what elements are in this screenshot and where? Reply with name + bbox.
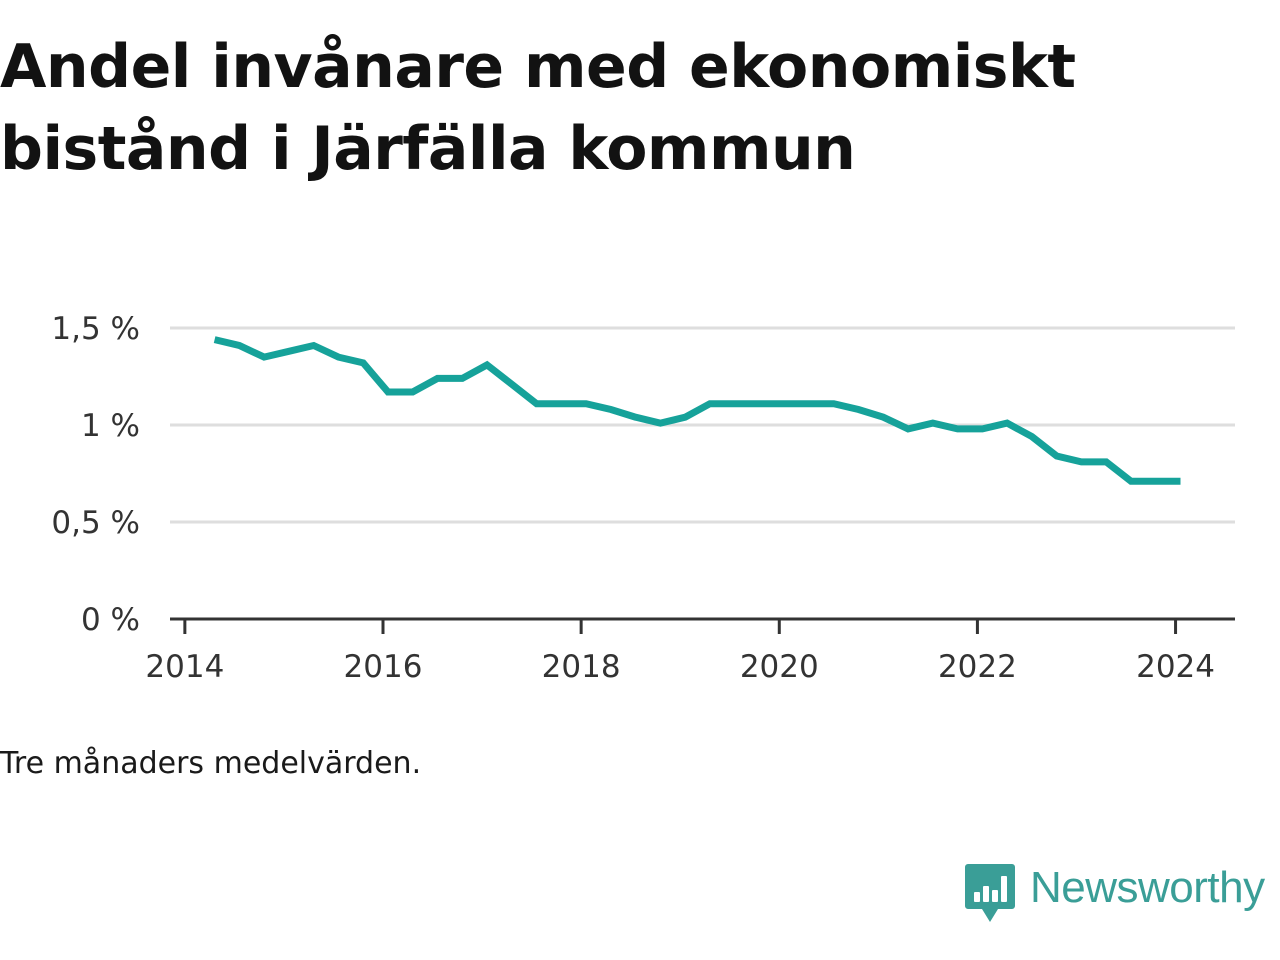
- x-tick-label: 2014: [145, 649, 224, 685]
- series-line: [213, 336, 1181, 485]
- y-tick-label: 0,5 %: [51, 505, 140, 541]
- y-tick-label: 0 %: [81, 602, 140, 638]
- y-tick-label: 1,5 %: [51, 311, 140, 347]
- x-axis: [170, 617, 1235, 634]
- x-tick-label: 2024: [1136, 649, 1215, 685]
- brand[interactable]: Newsworthy: [964, 862, 1265, 926]
- y-tick-label: 1 %: [81, 408, 140, 444]
- y-axis-labels: 0 % 0,5 % 1 % 1,5 %: [51, 311, 140, 638]
- series-layer: [213, 336, 1181, 485]
- x-axis-labels: 2014 2016 2018 2020 2022 2024: [145, 649, 1215, 685]
- x-tick-label: 2020: [740, 649, 819, 685]
- chart-note: Tre månaders medelvärden.: [0, 746, 422, 781]
- grid-lines: [170, 326, 1235, 524]
- x-tick-label: 2018: [542, 649, 621, 685]
- line-chart: 0 % 0,5 % 1 % 1,5 % 2014 2016 2018 2020 2022 202…: [51, 311, 1235, 685]
- x-tick-label: 2016: [344, 649, 423, 685]
- chart-title: Andel invånare med ekonomiskt bistånd i …: [0, 32, 1076, 184]
- brand-name: Newsworthy: [1030, 863, 1265, 912]
- bar-chart-speech-bubble-icon: [965, 864, 1015, 922]
- x-tick-label: 2022: [938, 649, 1017, 685]
